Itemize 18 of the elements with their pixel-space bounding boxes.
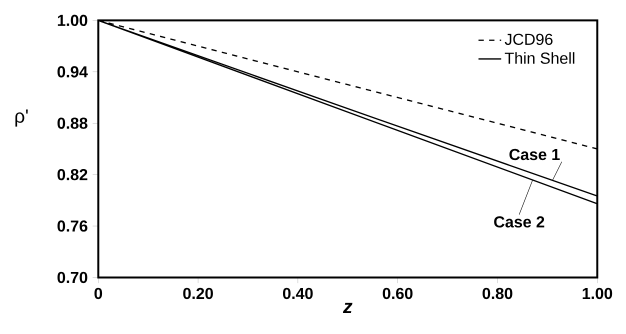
x-tick-label: 0.40 <box>282 288 313 300</box>
x-tick-label: 1.00 <box>582 288 612 300</box>
annotation: Case 2 <box>494 216 544 228</box>
x-tick-label: 0.20 <box>183 288 213 300</box>
x-tick-label: 0.80 <box>482 288 512 300</box>
y-tick-label: 0.94 <box>58 66 88 78</box>
y-tick-label: 1.00 <box>58 14 88 26</box>
x-axis-title: z <box>342 302 352 313</box>
y-tick-label: 0.76 <box>58 220 88 232</box>
y-tick-label: 0.82 <box>58 168 88 180</box>
x-tick-label: 0.60 <box>382 288 413 300</box>
y-axis-title: ρ' <box>15 109 28 127</box>
legend-label: Thin Shell <box>504 52 574 64</box>
legend-label: JCD96 <box>504 34 553 45</box>
x-tick-label: 0 <box>94 288 102 300</box>
y-tick-label: 0.88 <box>58 118 88 129</box>
y-tick-label: 0.70 <box>58 272 88 284</box>
annotation: Case 1 <box>509 148 560 160</box>
